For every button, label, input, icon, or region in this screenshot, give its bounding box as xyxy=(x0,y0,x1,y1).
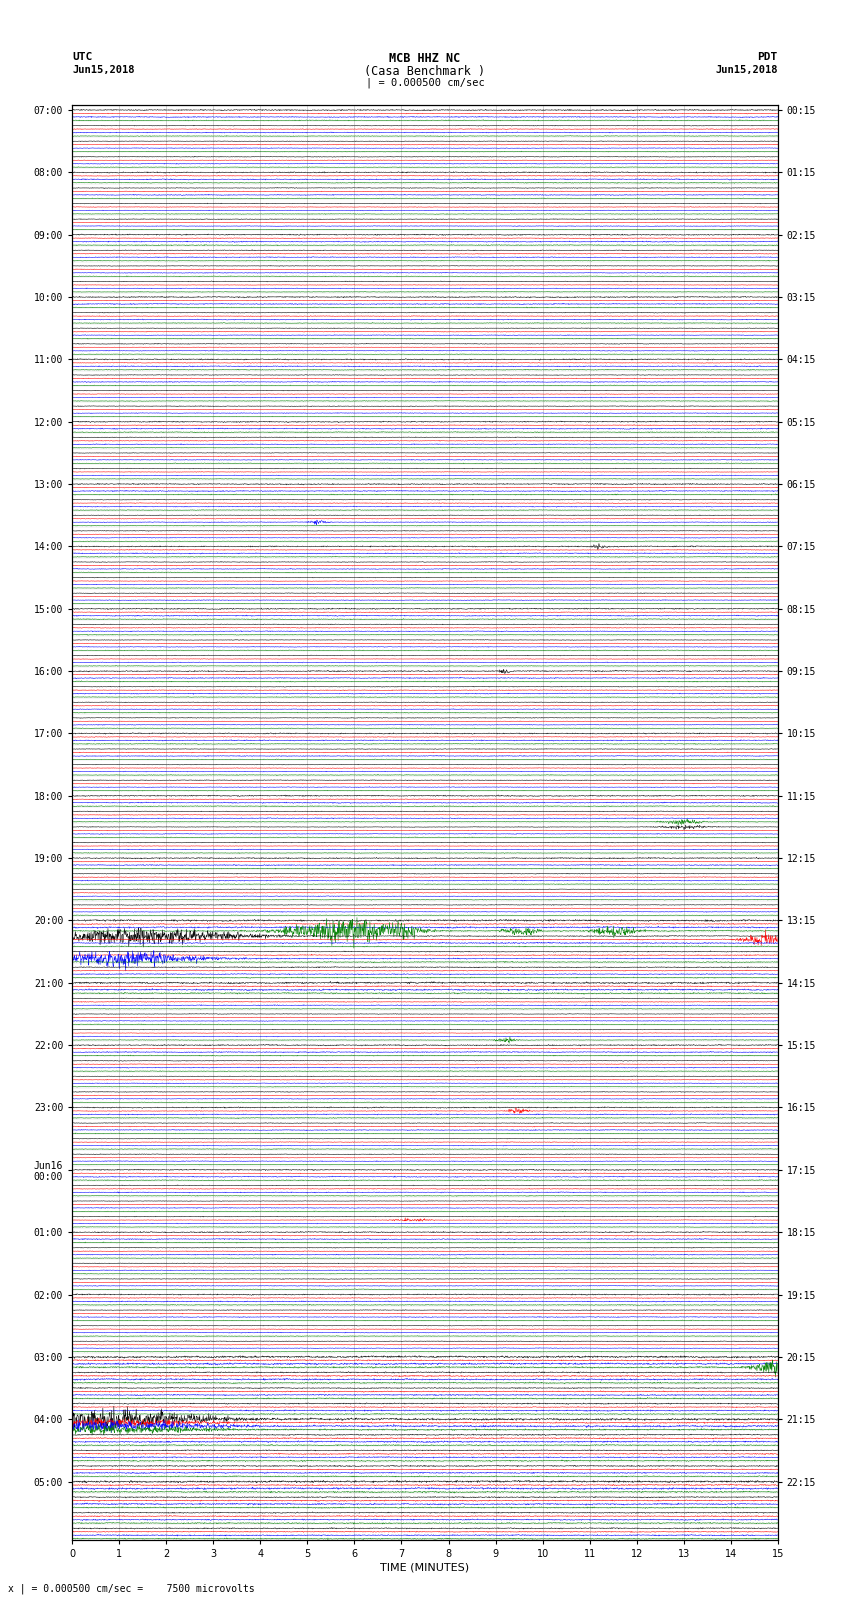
Text: | = 0.000500 cm/sec: | = 0.000500 cm/sec xyxy=(366,77,484,89)
Text: Jun15,2018: Jun15,2018 xyxy=(72,65,135,74)
Text: Jun15,2018: Jun15,2018 xyxy=(715,65,778,74)
Text: PDT: PDT xyxy=(757,52,778,61)
Text: UTC: UTC xyxy=(72,52,93,61)
Text: x | = 0.000500 cm/sec =    7500 microvolts: x | = 0.000500 cm/sec = 7500 microvolts xyxy=(8,1582,255,1594)
Text: (Casa Benchmark ): (Casa Benchmark ) xyxy=(365,65,485,77)
Text: MCB HHZ NC: MCB HHZ NC xyxy=(389,52,461,65)
X-axis label: TIME (MINUTES): TIME (MINUTES) xyxy=(381,1563,469,1573)
